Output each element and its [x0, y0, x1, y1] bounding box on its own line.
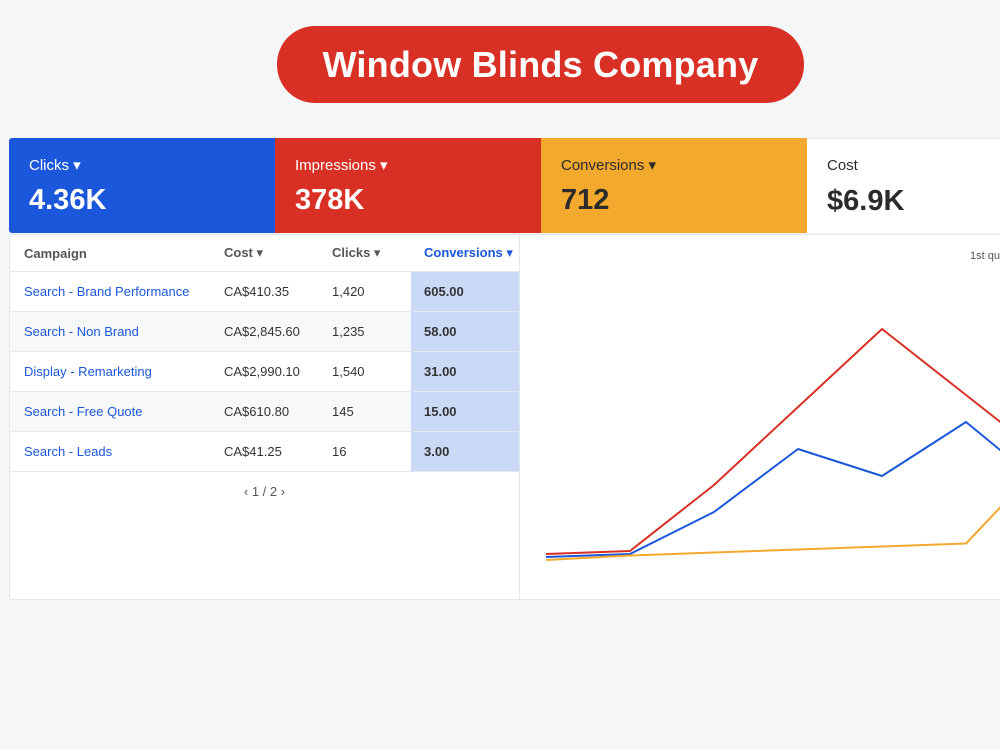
table-header-row: Campaign Cost ▾ Clicks ▾ Conversions ▾ — [10, 235, 519, 272]
clicks-cell: 1,420 — [332, 271, 411, 312]
series-line-3 — [545, 506, 1000, 561]
kpi-cost-label: Cost — [827, 157, 858, 174]
kpi-impressions[interactable]: Impressions ▾ 378K — [275, 138, 541, 233]
pagination: ‹ 1 / 2 › — [10, 484, 519, 499]
campaign-link[interactable]: Search - Brand Performance — [10, 271, 224, 312]
column-header-cost[interactable]: Cost ▾ — [224, 235, 332, 272]
kpi-conversions-value: 712 — [561, 184, 610, 216]
pagination-next-button[interactable]: › — [280, 484, 286, 499]
clicks-cell: 1,235 — [332, 311, 411, 352]
campaign-link[interactable]: Display - Remarketing — [10, 351, 224, 392]
report-panel: Campaign Cost ▾ Clicks ▾ Conversions ▾ S… — [9, 234, 1000, 600]
table-row: Search - Free Quote CA$610.80 145 15.00 — [10, 391, 519, 432]
table-row: Display - Remarketing CA$2,990.10 1,540 … — [10, 351, 519, 392]
pagination-text: 1 / 2 — [251, 484, 278, 499]
cost-cell: CA$41.25 — [224, 431, 332, 472]
table-row: Search - Leads CA$41.25 16 3.00 — [10, 431, 519, 472]
cost-cell: CA$2,845.60 — [224, 311, 332, 352]
kpi-clicks-label: Clicks ▾ — [29, 157, 81, 174]
table-row: Search - Brand Performance CA$410.35 1,4… — [10, 271, 519, 312]
kpi-clicks[interactable]: Clicks ▾ 4.36K — [9, 138, 275, 233]
cost-cell: CA$410.35 — [224, 271, 332, 312]
column-header-clicks[interactable]: Clicks ▾ — [332, 235, 411, 272]
table-row: Search - Non Brand CA$2,845.60 1,235 58.… — [10, 311, 519, 352]
kpi-clicks-value: 4.36K — [29, 184, 107, 216]
column-header-conversions[interactable]: Conversions ▾ — [411, 235, 519, 272]
conversions-cell: 15.00 — [411, 391, 519, 432]
kpi-row: Clicks ▾ 4.36K Impressions ▾ 378K Conver… — [9, 138, 1000, 233]
line-chart-container: 1st qu — [520, 235, 1000, 600]
conversions-cell: 605.00 — [411, 271, 519, 312]
column-header-campaign[interactable]: Campaign — [10, 235, 224, 272]
conversions-cell: 3.00 — [411, 431, 519, 472]
campaign-link[interactable]: Search - Non Brand — [10, 311, 224, 352]
campaign-table-container: Campaign Cost ▾ Clicks ▾ Conversions ▾ S… — [10, 235, 520, 600]
kpi-conversions-label: Conversions ▾ — [561, 157, 657, 174]
cost-cell: CA$610.80 — [224, 391, 332, 432]
kpi-impressions-value: 378K — [295, 184, 365, 216]
clicks-cell: 1,540 — [332, 351, 411, 392]
conversions-cell: 31.00 — [411, 351, 519, 392]
clicks-cell: 16 — [332, 431, 411, 472]
kpi-cost[interactable]: Cost $6.9K — [807, 138, 1000, 233]
kpi-conversions[interactable]: Conversions ▾ 712 — [541, 138, 807, 233]
cost-cell: CA$2,990.10 — [224, 351, 332, 392]
campaign-link[interactable]: Search - Free Quote — [10, 391, 224, 432]
campaign-table: Campaign Cost ▾ Clicks ▾ Conversions ▾ S… — [10, 235, 519, 472]
series-line-2 — [545, 421, 1000, 558]
pagination-prev-button[interactable]: ‹ — [243, 484, 249, 499]
kpi-impressions-label: Impressions ▾ — [295, 157, 388, 174]
kpi-cost-value: $6.9K — [827, 185, 905, 217]
conversions-cell: 58.00 — [411, 311, 519, 352]
line-chart — [545, 328, 1000, 561]
campaign-link[interactable]: Search - Leads — [10, 431, 224, 472]
clicks-cell: 145 — [332, 391, 411, 432]
series-line-1 — [545, 328, 1000, 555]
page-title: Window Blinds Company — [277, 26, 804, 103]
chart-title: 1st qu — [970, 250, 1000, 262]
